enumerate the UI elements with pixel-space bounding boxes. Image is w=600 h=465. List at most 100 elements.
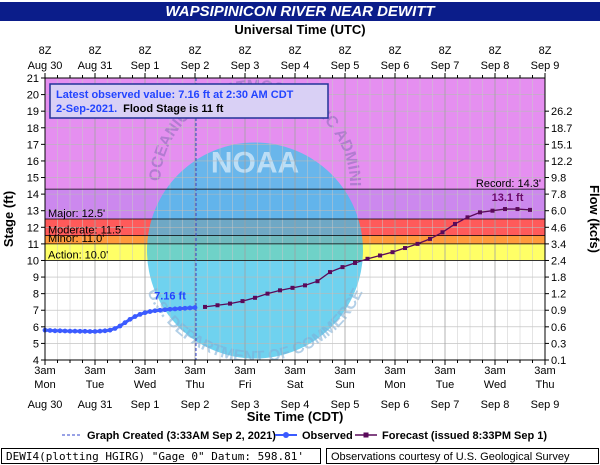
info-box-frame (49, 83, 329, 119)
top-tick-date: Aug 31 (78, 60, 113, 72)
y-right-tick-label: 0.6 (551, 322, 566, 334)
bottom-tick-day: Tue (86, 379, 105, 391)
y-left-tick-label: 21 (27, 73, 39, 85)
bottom-tick-day: Fri (239, 379, 252, 391)
y-right-tick-label: 2.4 (551, 255, 566, 267)
forecast-point (365, 256, 370, 261)
watermark-noaa-logo-text: NOAA (211, 147, 299, 180)
forecast-point (240, 299, 245, 304)
observed-point (67, 328, 73, 334)
bottom-tick-date: Aug 30 (28, 399, 63, 411)
bottom-tick-time: 3am (184, 365, 205, 377)
bottom-tick-date: Sep 9 (531, 399, 560, 411)
y-left-tick-label: 14 (27, 189, 39, 201)
observed-point (127, 316, 133, 322)
bottom-tick-date: Sep 8 (481, 399, 510, 411)
top-tick-time: 8Z (289, 45, 302, 57)
y-right-tick-label: 0.1 (551, 355, 566, 367)
y-left-tick-label: 9 (33, 272, 39, 284)
bottom-tick-date: Sep 2 (181, 399, 210, 411)
flood-label-major: Major: 12.5' (48, 208, 105, 220)
top-tick-date: Sep 3 (231, 60, 260, 72)
observed-point (52, 328, 58, 334)
observed-point (77, 328, 83, 334)
datum-info: DEWI4(plotting HGIRG) "Gage 0" Datum: 59… (1, 448, 321, 464)
observed-point (92, 329, 98, 334)
forecast-point (215, 303, 220, 308)
forecast-point (503, 207, 507, 212)
y-right-tick-label: 12.2 (551, 156, 572, 168)
y-left-tick-label: 5 (33, 338, 39, 350)
bottom-tick-time: 3am (384, 365, 405, 377)
forecast-point (340, 265, 345, 270)
forecast-point (290, 285, 295, 290)
observed-point (57, 328, 63, 334)
observed-point (132, 314, 138, 319)
observed-point (137, 311, 143, 317)
axes: 4 5 6 7 8 9 10 11 12 13 14 15 16 17 18 19 20 21 0.1 0.3 0.6 0… (27, 45, 573, 411)
bottom-tick-day: Wed (484, 379, 506, 391)
bottom-tick-time: 3am (34, 365, 55, 377)
top-tick-date: Aug 30 (28, 60, 63, 72)
flood-label-minor: Minor: 11.0' (48, 233, 104, 245)
bottom-tick-time: 3am (434, 365, 455, 377)
observed-point (172, 306, 178, 312)
top-tick-time: 8Z (489, 45, 502, 57)
info-flood-stage: Flood Stage is 11 ft (123, 103, 224, 115)
y-right-tick-label: 1.8 (551, 272, 566, 284)
observed-point (147, 309, 153, 314)
forecast-point (415, 241, 420, 246)
bottom-tick-date: Sep 3 (231, 399, 260, 411)
forecast-point (515, 207, 520, 212)
top-tick-time: 8Z (339, 45, 352, 57)
forecast-point (478, 210, 482, 215)
forecast-point (378, 253, 382, 258)
observed-point (107, 327, 113, 333)
forecast-point (278, 288, 282, 293)
bottom-tick-time: 3am (234, 365, 255, 377)
top-tick-date: Sep 7 (431, 60, 460, 72)
legend-observed-marker (283, 432, 289, 438)
y-right-tick-label: 6.0 (551, 206, 566, 218)
chart-title: WAPSIPINICON RIVER NEAR DEWITT (0, 2, 600, 21)
bottom-tick-day: Mon (34, 379, 55, 391)
forecast-point (440, 230, 445, 235)
y-left-tick-label: 20 (27, 90, 39, 102)
forecast-point (265, 291, 270, 296)
top-tick-time: 8Z (139, 45, 152, 57)
forecast-point (403, 246, 407, 251)
y-left-tick-label: 17 (27, 139, 39, 151)
bottom-tick-date: Sep 4 (281, 399, 310, 411)
legend-forecast: Forecast (issued 8:33PM Sep 1) (382, 430, 547, 442)
y-right-tick-label: 9.8 (551, 173, 566, 185)
y-right-tick-label: 0.9 (551, 305, 566, 317)
top-tick-date: Sep 8 (481, 60, 510, 72)
forecast-point (328, 270, 332, 275)
y-left-tick-label: 6 (33, 322, 39, 334)
forecast-peak-label: 13.1 ft (492, 192, 524, 204)
top-tick-date: Sep 6 (381, 60, 410, 72)
legend-observed: Observed (302, 430, 353, 442)
legend-forecast-marker (363, 432, 369, 438)
observed-latest-label: 7.16 ft (154, 291, 186, 303)
observed-point (122, 320, 128, 326)
forecast-point (490, 208, 495, 213)
top-tick-date: Sep 4 (281, 60, 310, 72)
observed-point (82, 328, 88, 334)
y-left-tick-label: 8 (33, 289, 39, 301)
bottom-tick-day: Sun (335, 379, 355, 391)
y-left-tick-label: 10 (27, 255, 39, 267)
top-tick-time: 8Z (539, 45, 552, 57)
flood-stage-labels: Record: 14.3' Major: 12.5' Moderate: 11.5'… (48, 178, 541, 261)
observed-point (97, 328, 103, 334)
forecast-point (228, 301, 232, 306)
bottom-tick-date: Sep 5 (331, 399, 360, 411)
forecast-point (528, 207, 532, 212)
y-right-tick-label: 1.2 (551, 289, 566, 301)
y-right-tick-label: 7.8 (551, 189, 566, 201)
y-left-tick-label: 11 (28, 239, 39, 251)
y-left-tick-label: 13 (27, 206, 39, 218)
y-right-tick-label: 4.6 (551, 222, 566, 234)
forecast-point (428, 236, 432, 241)
data-series (42, 78, 532, 360)
